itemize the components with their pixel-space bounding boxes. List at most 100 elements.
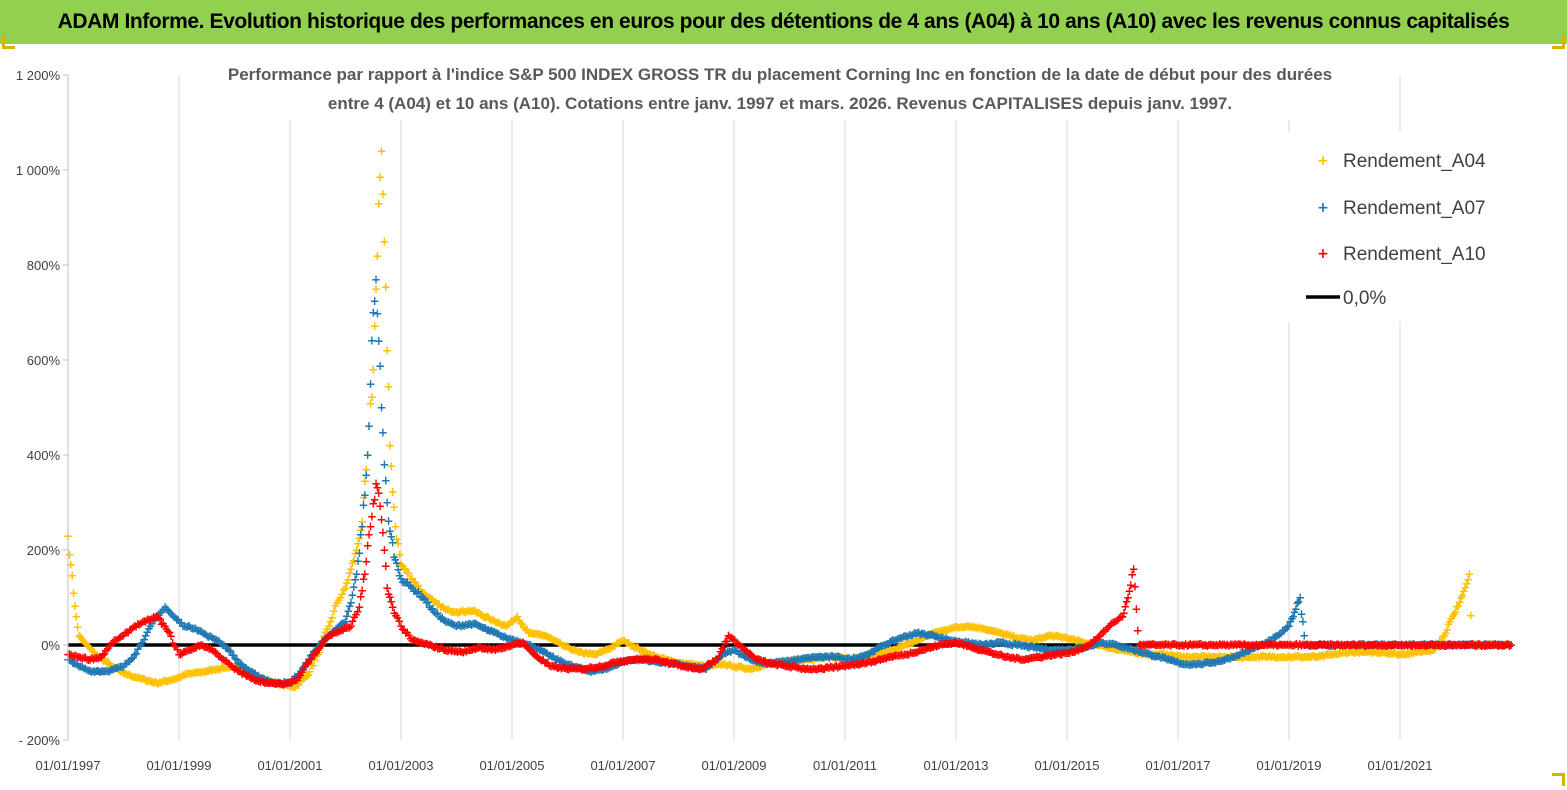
data-point-dense: + xyxy=(675,656,685,670)
data-point-dense: + xyxy=(564,642,574,656)
data-point-dense: + xyxy=(208,664,218,678)
data-point-dense: + xyxy=(763,656,773,670)
data-point-dense: + xyxy=(838,652,848,666)
data-point-dense: + xyxy=(764,656,774,670)
data-point-dense: + xyxy=(1065,642,1075,656)
data-point: + xyxy=(812,650,822,664)
data-point-dense: + xyxy=(1011,637,1021,651)
data-point-dense: + xyxy=(1221,639,1231,653)
data-point-dense: + xyxy=(1213,639,1223,653)
data-point-dense: + xyxy=(658,655,668,669)
data-point-dense: + xyxy=(881,651,891,665)
data-point: + xyxy=(357,519,367,533)
data-point-dense: + xyxy=(567,661,577,675)
data-point-dense: + xyxy=(1457,588,1467,602)
data-point-dense: + xyxy=(691,659,701,673)
data-point-dense: + xyxy=(967,636,977,650)
data-point-dense: + xyxy=(817,650,827,664)
data-point-dense: + xyxy=(432,597,442,611)
data-point: + xyxy=(1162,648,1172,662)
data-point-dense: + xyxy=(544,658,554,672)
data-point-dense: + xyxy=(1028,651,1038,665)
data-point-dense: + xyxy=(572,644,582,658)
data-point-dense: + xyxy=(915,644,925,658)
data-point-dense: + xyxy=(1044,643,1054,657)
data-point-dense: + xyxy=(101,643,111,657)
data-point-dense: + xyxy=(648,653,658,667)
data-point-dense: + xyxy=(1192,650,1202,664)
data-point-dense: + xyxy=(147,675,157,689)
data-point: + xyxy=(74,629,84,643)
data-point-dense: + xyxy=(593,660,603,674)
data-point-dense: + xyxy=(1366,638,1376,652)
data-point: + xyxy=(979,638,989,652)
data-point-dense: + xyxy=(418,636,428,650)
data-point-dense: + xyxy=(935,624,945,638)
data-point-dense: + xyxy=(284,679,294,693)
data-point: + xyxy=(834,659,844,673)
data-point-dense: + xyxy=(873,641,883,655)
data-point-dense: + xyxy=(295,674,305,688)
data-point-dense: + xyxy=(168,636,178,650)
data-point-dense: + xyxy=(436,641,446,655)
data-point-dense: + xyxy=(700,662,710,676)
data-point: + xyxy=(562,662,572,676)
data-point-dense: + xyxy=(604,660,614,674)
data-point-dense: + xyxy=(69,649,79,663)
data-point-dense: + xyxy=(716,658,726,672)
data-point-dense: + xyxy=(1316,637,1326,651)
data-point-dense: + xyxy=(630,641,640,655)
data-point-dense: + xyxy=(405,631,415,645)
data-point-dense: + xyxy=(141,674,151,688)
data-point-dense: + xyxy=(807,662,817,676)
data-point-dense: + xyxy=(977,644,987,658)
data-point-dense: + xyxy=(719,640,729,654)
data-point-dense: + xyxy=(1487,638,1497,652)
data-point-dense: + xyxy=(251,673,261,687)
data-point-dense: + xyxy=(1363,638,1373,652)
data-point-dense: + xyxy=(674,657,684,671)
data-point-dense: + xyxy=(1042,643,1052,657)
data-point-dense: + xyxy=(556,653,566,667)
data-point-dense: + xyxy=(511,611,521,625)
data-point: + xyxy=(407,581,417,595)
data-point-dense: + xyxy=(1225,649,1235,663)
data-point-dense: + xyxy=(527,626,537,640)
data-point-dense: + xyxy=(736,639,746,653)
data-point: + xyxy=(1378,645,1388,659)
data-point-dense: + xyxy=(970,636,980,650)
data-point-dense: + xyxy=(249,668,259,682)
data-point-dense: + xyxy=(1288,650,1298,664)
data-point-dense: + xyxy=(997,626,1007,640)
data-point-dense: + xyxy=(1289,649,1299,663)
data-point-dense: + xyxy=(1060,631,1070,645)
data-point-dense: + xyxy=(700,660,710,674)
data-point: + xyxy=(929,626,939,640)
data-point-dense: + xyxy=(427,638,437,652)
data-point-dense: + xyxy=(928,640,938,654)
data-point-dense: + xyxy=(896,647,906,661)
data-point-dense: + xyxy=(1494,637,1504,651)
data-point-dense: + xyxy=(1210,639,1220,653)
data-point-dense: + xyxy=(251,669,261,683)
data-point-dense: + xyxy=(1369,639,1379,653)
data-point-dense: + xyxy=(466,643,476,657)
data-point-dense: + xyxy=(87,651,97,665)
data-point-dense: + xyxy=(671,657,681,671)
data-point-dense: + xyxy=(394,614,404,628)
data-point-dense: + xyxy=(1437,638,1447,652)
data-point: + xyxy=(1201,638,1211,652)
data-point-dense: + xyxy=(858,650,868,664)
data-point-dense: + xyxy=(409,633,419,647)
data-point-dense: + xyxy=(559,661,569,675)
data-point-dense: + xyxy=(234,661,244,675)
data-point-dense: + xyxy=(210,632,220,646)
data-point-dense: + xyxy=(800,651,810,665)
data-point-dense: + xyxy=(591,663,601,677)
data-point-dense: + xyxy=(393,563,403,577)
data-point-dense: + xyxy=(361,468,371,482)
data-point-dense: + xyxy=(92,649,102,663)
data-point-dense: + xyxy=(77,660,87,674)
data-point-dense: + xyxy=(588,661,598,675)
data-point-dense: + xyxy=(1041,630,1051,644)
